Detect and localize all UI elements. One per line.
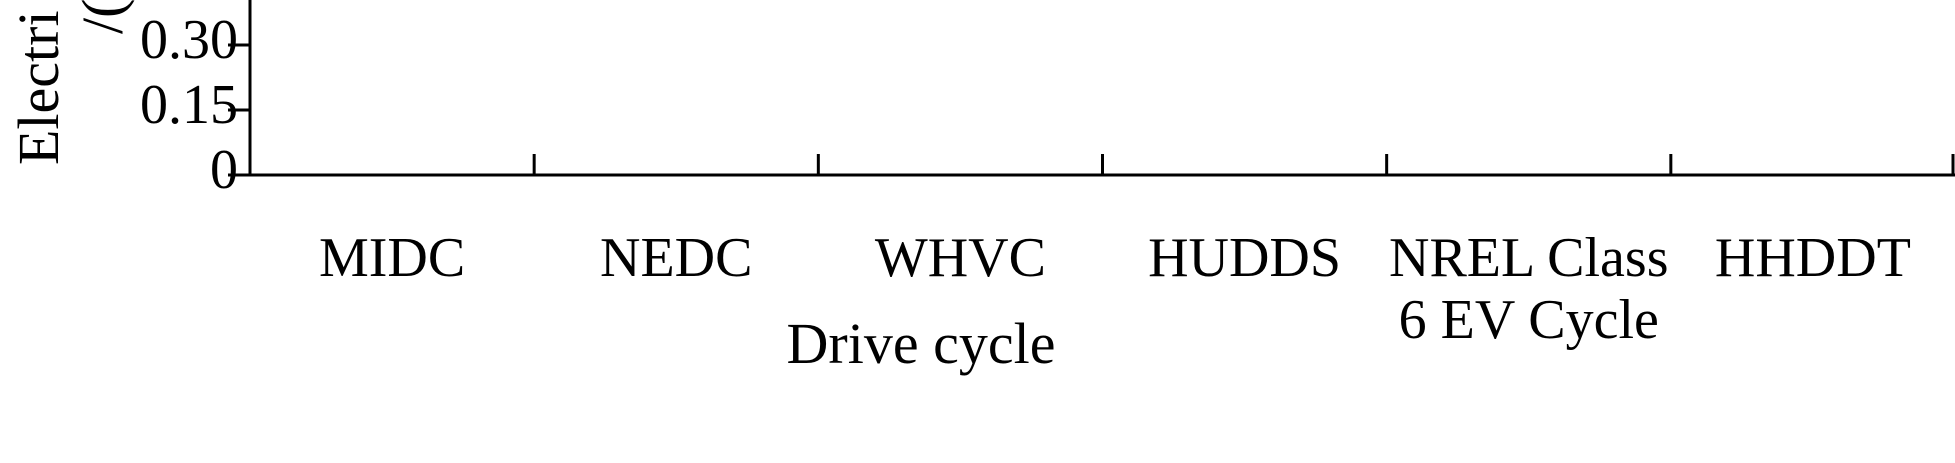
y-tick-label: 0.15 <box>140 74 238 136</box>
x-category-label: NEDC <box>600 227 752 289</box>
x-category-label-line: NREL Class <box>1389 227 1668 289</box>
y-ticks: 00.150.30 <box>140 9 250 201</box>
y-axis-title-main: Electri <box>6 10 71 165</box>
x-category-label-line: MIDC <box>319 227 465 289</box>
x-category-label-line: WHVC <box>875 227 1046 289</box>
x-category-label-line: HUDDS <box>1148 227 1341 289</box>
y-tick-label: 0 <box>210 139 238 201</box>
x-category-label-line: HHDDT <box>1715 227 1911 289</box>
y-tick-label: 0.30 <box>140 9 238 71</box>
x-category-label: HUDDS <box>1148 227 1341 289</box>
x-category-label: WHVC <box>875 227 1046 289</box>
x-category-label-line: 6 EV Cycle <box>1399 289 1659 351</box>
x-category-label: HHDDT <box>1715 227 1911 289</box>
y-axis-title: Electri /( <box>6 0 135 165</box>
x-axis-title: Drive cycle <box>787 311 1056 376</box>
x-category-label: NREL Class 6 EV Cycle <box>1389 227 1668 351</box>
x-ticks <box>532 154 1955 175</box>
category-labels: MIDC NEDC WHVC HUDDS NREL Class 6 EV Cycle HHD… <box>319 227 1911 351</box>
y-axis-unit-fragment: /( <box>70 0 135 34</box>
x-category-label-line: NEDC <box>600 227 752 289</box>
x-category-label: MIDC <box>319 227 465 289</box>
